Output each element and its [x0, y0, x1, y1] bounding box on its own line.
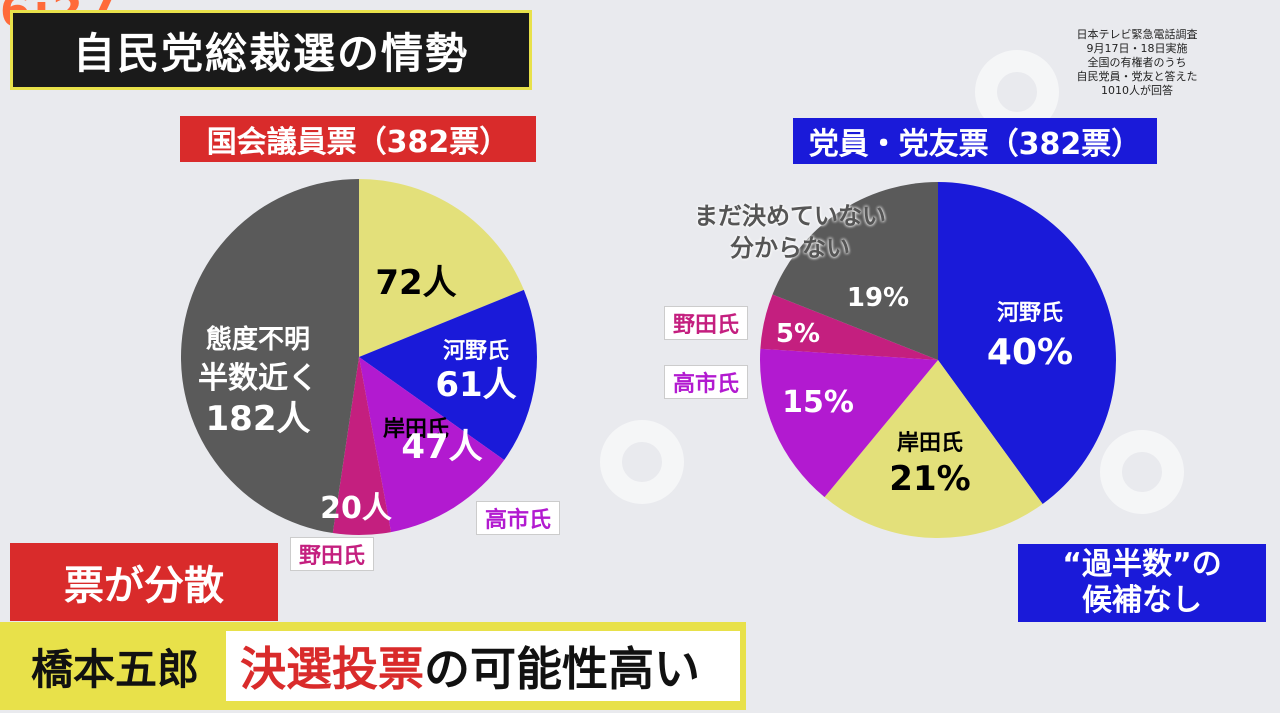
left-label-undecided-value: 182人	[206, 399, 311, 439]
pie-slice	[760, 294, 938, 360]
right-external-label-undecided-line2: 分からない	[730, 234, 850, 262]
left-label-kono-name: 河野氏	[443, 339, 509, 364]
left-external-label-takaichi: 高市氏	[476, 501, 561, 535]
left-label-undecided-line2: 半数近く	[198, 361, 318, 396]
commentator-name: 橋本五郎	[4, 631, 226, 701]
right-label-takaichi-value: 15%	[782, 385, 854, 420]
pie-slice	[938, 182, 1116, 505]
left-chart-title: 国会議員票（382票）	[180, 116, 536, 162]
survey-note-line: 1010人が回答	[1101, 84, 1173, 97]
right-callout-line1: “過半数”の	[1062, 547, 1222, 582]
page-title: 自民党総裁選の情勢	[72, 28, 469, 78]
right-pie-chart: 河野氏 40% 岸田氏 21% 15% 5% 19%	[760, 182, 1116, 538]
survey-note: 日本テレビ緊急電話調査 9月17日・18日実施 全国の有権者のうち 自民党員・党…	[1052, 28, 1222, 98]
pie-slice	[180, 179, 359, 534]
right-external-label-noda: 野田氏	[664, 306, 749, 340]
right-callout-line2: 候補なし	[1082, 583, 1202, 618]
background-ring	[600, 420, 684, 504]
right-label-kono-value: 40%	[987, 332, 1073, 373]
right-label-kishida-name: 岸田氏	[897, 431, 963, 456]
left-label-noda-value: 20人	[320, 491, 392, 526]
left-callout: 票が分散	[10, 543, 278, 621]
pie-slice	[824, 360, 1043, 538]
commentator-bar: 橋本五郎 決選投票 の可能性高い	[0, 622, 746, 710]
commentator-remark: 決選投票 の可能性高い	[226, 631, 740, 701]
right-label-kishida-value: 21%	[889, 459, 970, 499]
remark-rest: の可能性高い	[424, 642, 700, 696]
pie-slice	[772, 182, 938, 360]
right-external-label-undecided: まだ決めていない 分からない	[684, 200, 896, 264]
right-external-label-takaichi: 高市氏	[664, 365, 749, 399]
left-pie-chart: 岸田氏 72人 河野氏 61人 47人 20人 態度不明 半数近く 182人	[180, 179, 537, 535]
pie-slice	[332, 357, 392, 535]
right-label-noda-value: 5%	[776, 319, 820, 349]
pie-slice	[760, 348, 938, 498]
right-label-undecided-value: 19%	[847, 283, 909, 313]
pie-slice	[359, 179, 524, 357]
survey-note-line: 9月17日・18日実施	[1086, 42, 1188, 55]
survey-note-line: 全国の有権者のうち	[1087, 56, 1187, 69]
left-label-takaichi-value: 47人	[401, 427, 482, 467]
left-label-kishida-value: 72人	[375, 263, 456, 303]
left-label-kono-value: 61人	[435, 365, 516, 405]
left-label-undecided-line1: 態度不明	[206, 324, 310, 355]
title-banner: 自民党総裁選の情勢	[10, 10, 532, 90]
right-callout: “過半数”の 候補なし	[1018, 544, 1266, 622]
survey-note-line: 日本テレビ緊急電話調査	[1076, 28, 1198, 41]
right-label-kono-name: 河野氏	[997, 301, 1063, 326]
survey-note-line: 自民党員・党友と答えた	[1076, 70, 1198, 83]
left-external-label-noda: 野田氏	[290, 537, 375, 571]
pie-slice	[359, 289, 537, 460]
left-label-kishida-name: 岸田氏	[383, 417, 449, 442]
pie-slice	[359, 357, 505, 533]
right-chart-title: 党員・党友票（382票）	[793, 118, 1157, 164]
right-external-label-undecided-line1: まだ決めていない	[694, 202, 886, 230]
remark-highlight: 決選投票	[240, 642, 424, 696]
